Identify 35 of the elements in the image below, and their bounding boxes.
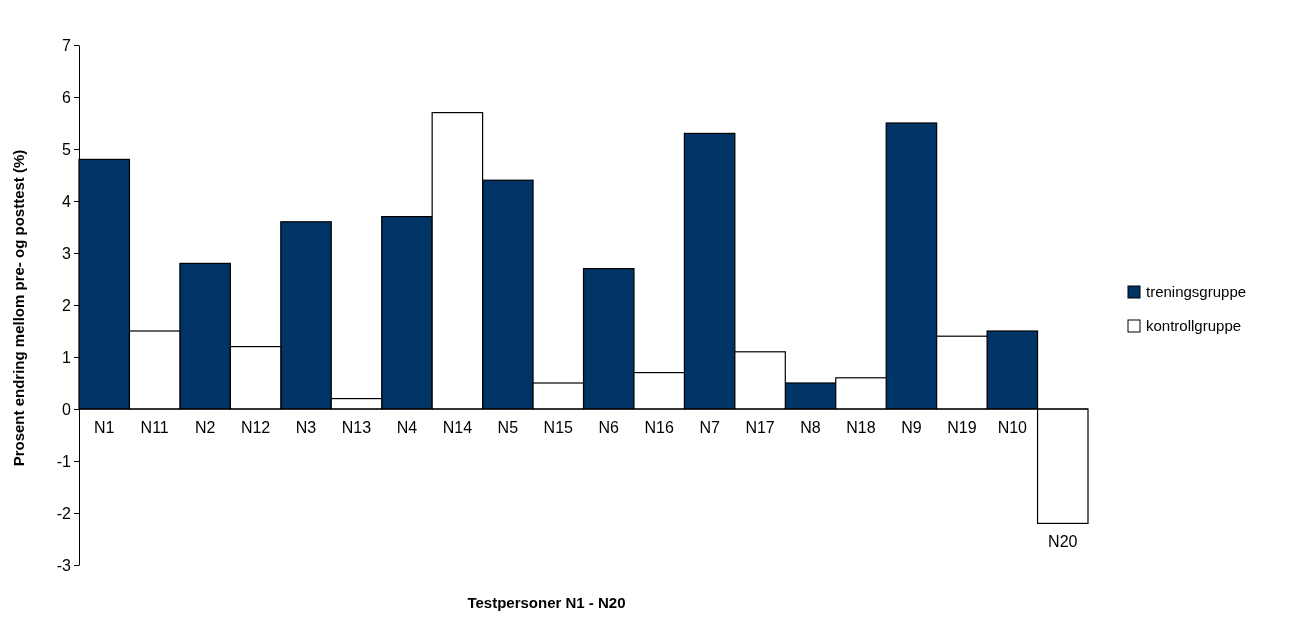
x-tick-label: N16 [644,419,674,436]
x-tick-label: N20 [1048,533,1078,551]
x-tick-label: N13 [341,419,372,436]
y-tick-label: 6 [62,88,72,106]
x-axis-title: Testpersoner N1 - N20 [467,594,626,611]
x-tick-label: N1 [94,419,115,436]
x-tick-label: N14 [442,419,473,436]
y-tick-label: 2 [62,296,72,314]
x-tick-label: N7 [699,419,720,436]
legend-label: treningsgruppe [1146,283,1247,300]
x-tick-label: N12 [240,419,271,436]
y-tick-label: 5 [62,140,72,158]
x-tick-label: N6 [598,419,620,436]
y-tick-label: 3 [62,244,72,262]
x-tick-label: N5 [497,419,519,436]
y-tick-label: -2 [56,504,72,522]
y-tick-label: -3 [56,556,72,574]
legend-label: kontrollgruppe [1146,317,1242,334]
y-tick-label: 0 [62,400,72,418]
x-tick-label: N3 [295,419,317,436]
y-tick-label: 1 [62,348,72,366]
x-tick-label: N15 [543,419,574,436]
y-axis-title: Prosent endring mellom pre- og posttest (%) [10,149,27,467]
y-tick-label: -1 [56,452,72,470]
x-tick-label: N10 [997,419,1028,436]
y-tick-label: 4 [62,192,72,210]
x-tick-label: N2 [194,419,216,436]
x-tick-label: N19 [947,419,977,436]
x-tick-label: N11 [140,419,169,436]
x-tick-label: N8 [800,419,821,436]
x-tick-label: N4 [396,419,418,436]
x-tick-label: N17 [745,419,775,436]
x-tick-label: N18 [846,419,876,436]
x-tick-label: N9 [901,419,922,436]
y-tick-label: 7 [62,36,72,54]
